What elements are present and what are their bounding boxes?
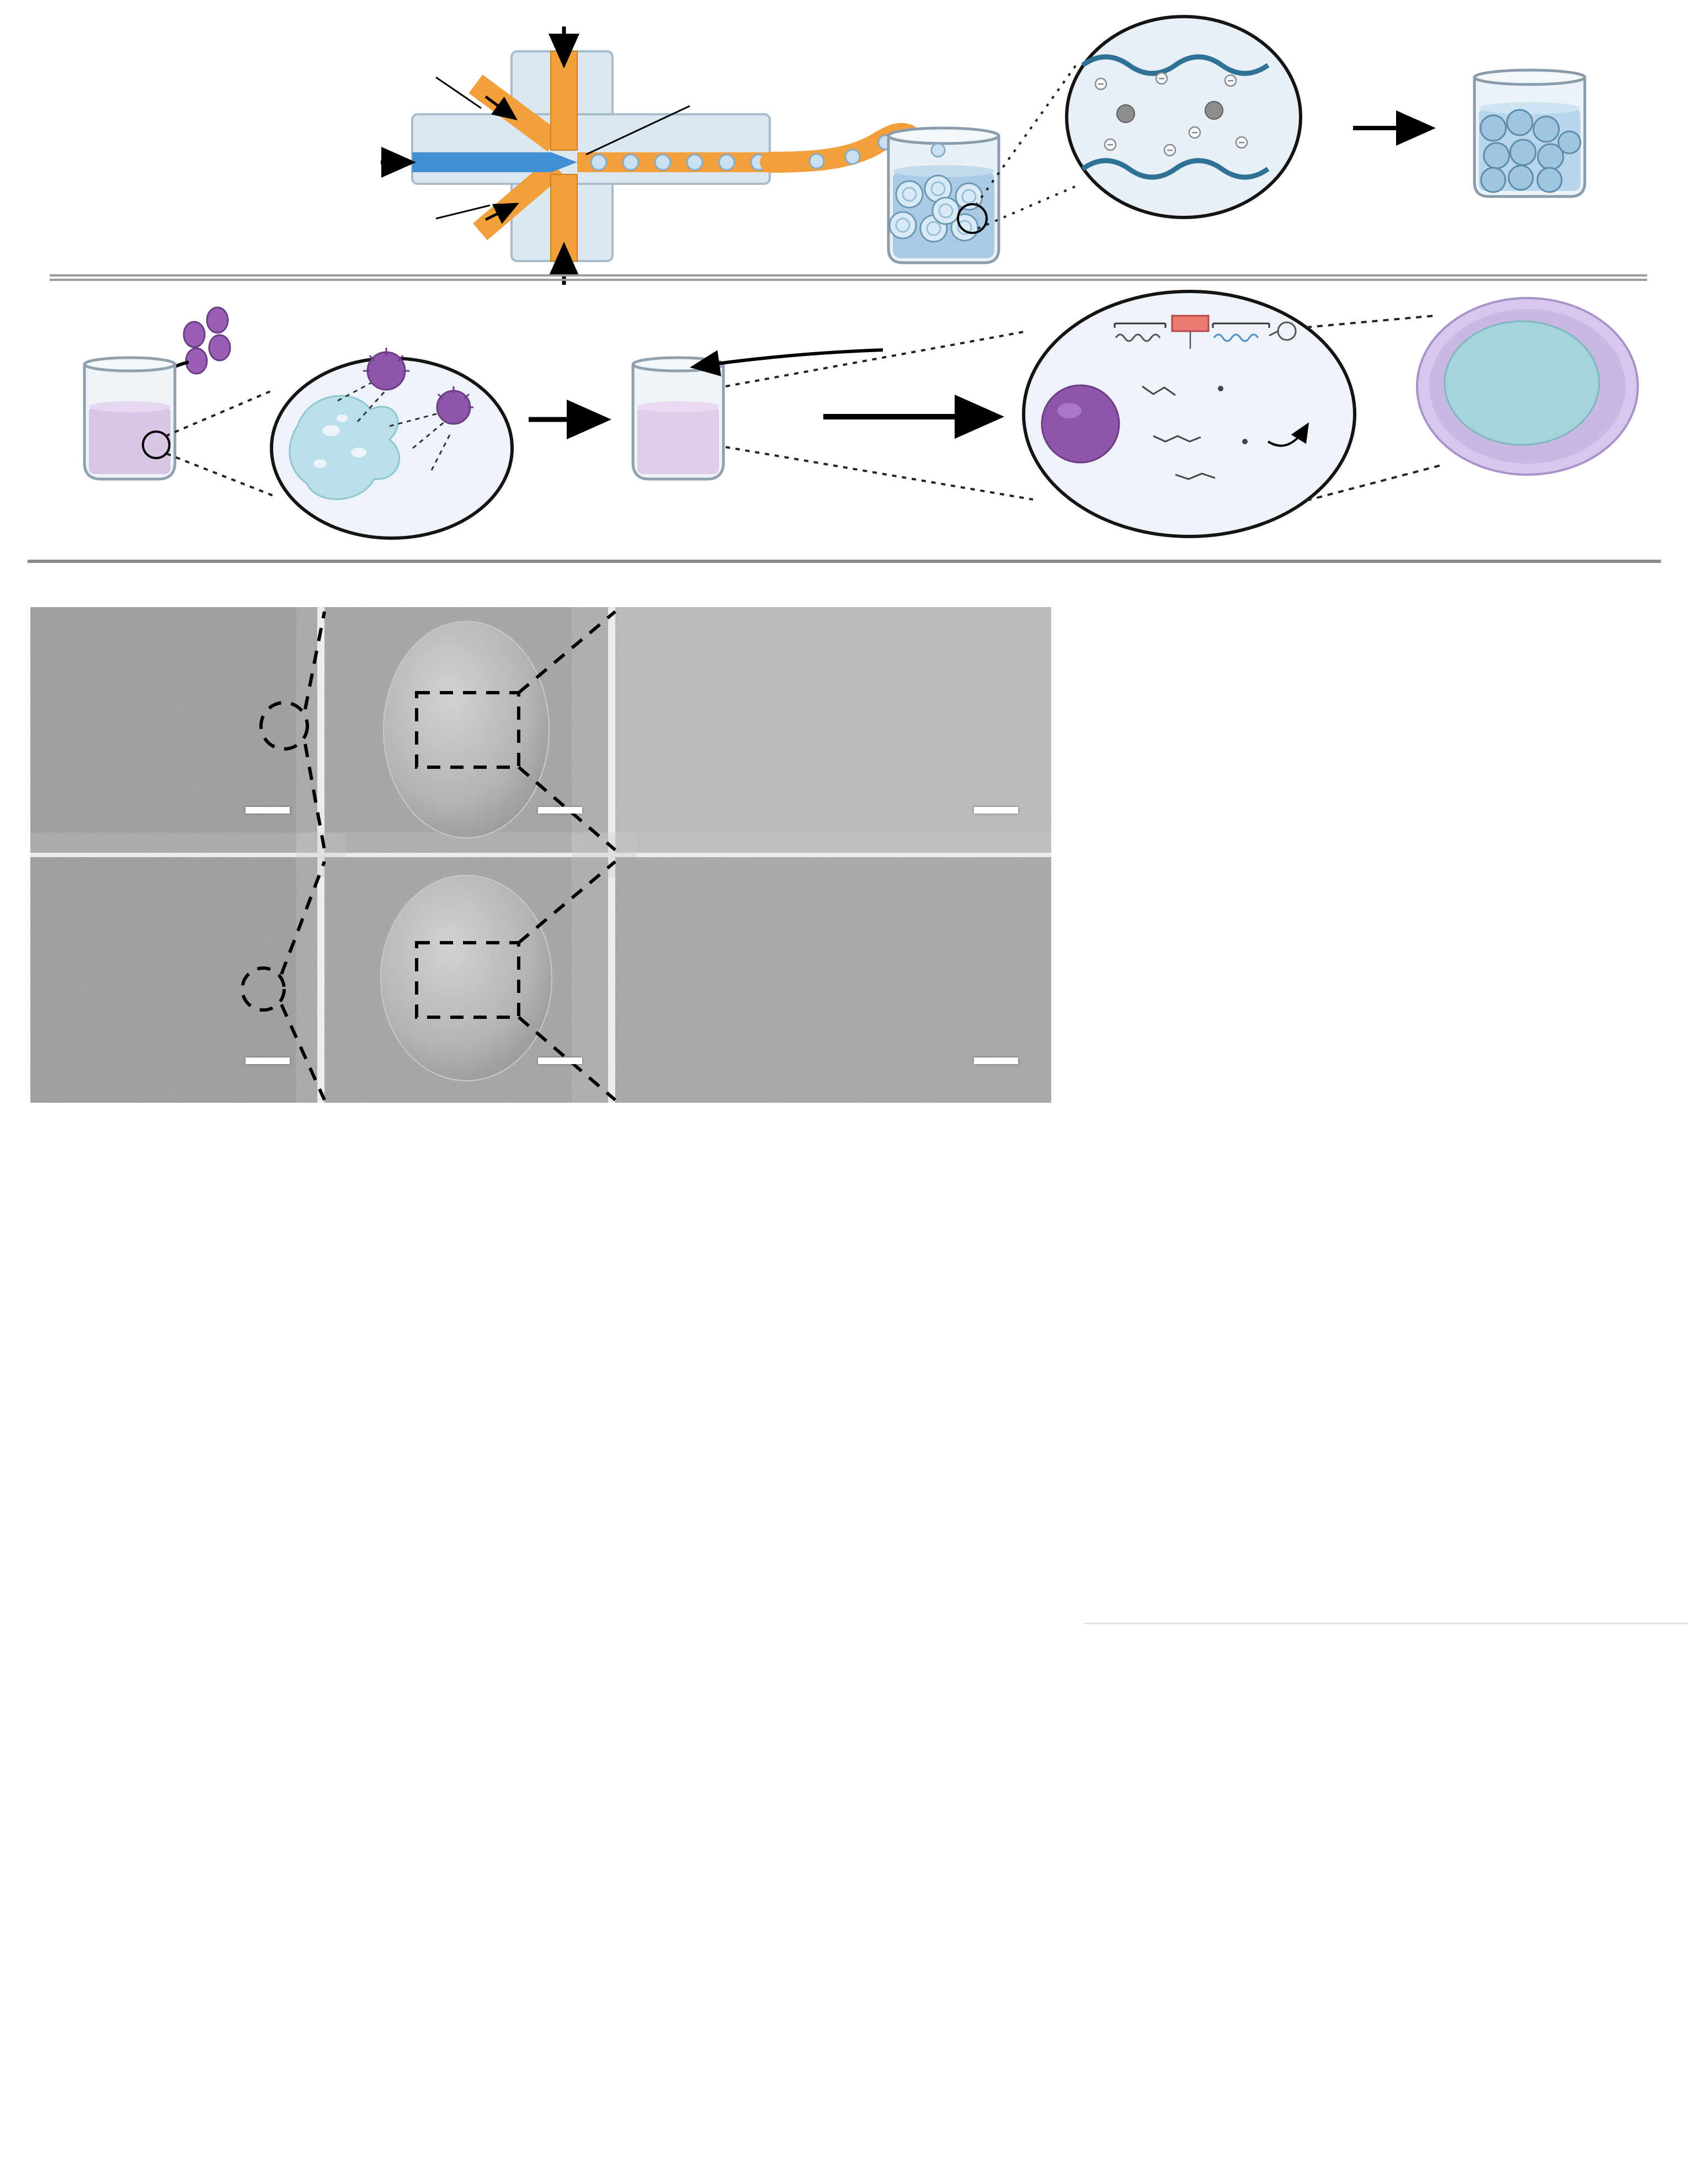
self-assembly-bubble: [1022, 290, 1444, 538]
ionic-crosslink-bubble: [1065, 15, 1302, 219]
caalg-beaker-icon: [83, 356, 276, 498]
receiving-beaker-icon: [887, 64, 1077, 264]
scalebar-r2c1: [246, 1058, 290, 1064]
sem-big-sphere-1: [383, 621, 550, 838]
washed-beaker-icon: [1473, 68, 1586, 198]
stage-divider-line1: [50, 274, 1647, 277]
panel-a-graphics: [83, 15, 1639, 540]
product-microsphere-icon: [1416, 297, 1639, 476]
scalebar-r1c3: [974, 807, 1018, 814]
stage-divider-line2: [50, 279, 1647, 281]
hydrogen-bonding-bubble: [270, 348, 514, 540]
panel-a-bottom-divider: [28, 560, 1661, 563]
sem-zoom-annotations: [241, 610, 616, 1102]
solution-arrow: [690, 348, 883, 376]
sem-images: [30, 607, 1051, 1103]
scalebar-r2c2: [538, 1058, 582, 1064]
microfluidic-chip-icon: [381, 26, 919, 285]
scan-artifact-line: [1084, 1623, 1688, 1624]
exocaalg-beaker-icon: [631, 330, 1034, 501]
scalebar-r1c1: [246, 807, 290, 814]
scalebar-r1c2: [538, 807, 582, 814]
sem-big-sphere-2: [380, 875, 552, 1081]
scalebar-r2c3: [974, 1058, 1018, 1064]
